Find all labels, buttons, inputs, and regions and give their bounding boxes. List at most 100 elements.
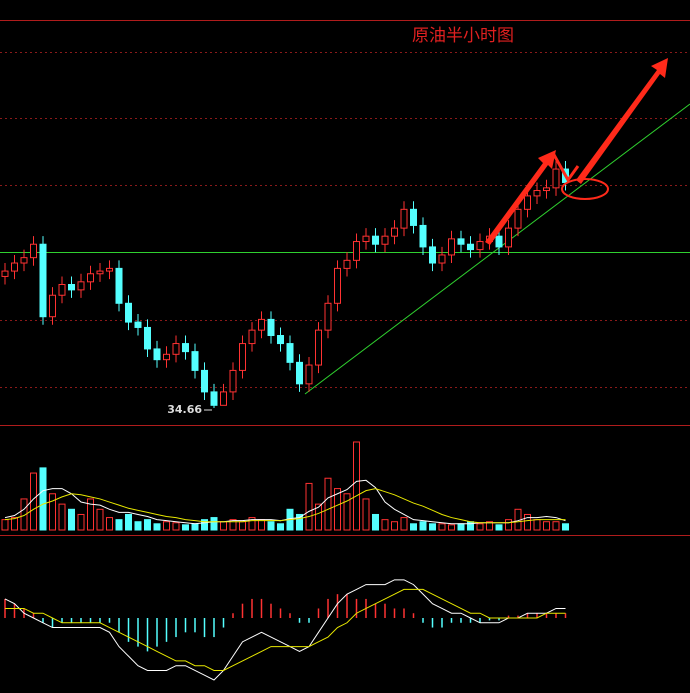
volume-bar <box>543 521 550 531</box>
candle-body <box>153 348 161 361</box>
highlight-ellipse <box>561 178 609 200</box>
candle-body <box>476 241 484 251</box>
volume-bar <box>419 521 427 531</box>
volume-bar <box>125 513 132 531</box>
candle-body <box>239 343 246 371</box>
volume-bar <box>296 513 303 531</box>
candle-body <box>258 318 265 331</box>
candle-body <box>286 343 294 363</box>
volume-bar <box>495 524 503 531</box>
candle-body <box>191 351 199 371</box>
candle-body <box>467 243 474 251</box>
candle-body <box>457 238 465 245</box>
candle-body <box>229 369 237 393</box>
candle-body <box>58 284 66 296</box>
candle-body <box>106 267 113 272</box>
candle-body <box>324 302 332 331</box>
volume-bar <box>163 521 170 531</box>
candle-body <box>210 391 218 406</box>
candle-body <box>381 235 389 245</box>
low-label: 34.66 <box>167 403 202 416</box>
volume-bar <box>1 519 9 531</box>
candle-body <box>296 361 303 385</box>
candle-body <box>182 343 189 353</box>
volume-bar <box>353 441 360 531</box>
volume-bar <box>448 524 455 531</box>
volume-bar <box>505 519 512 531</box>
candle-body <box>495 235 503 248</box>
candle-body <box>334 267 341 304</box>
volume-bar <box>400 517 408 531</box>
volume-bar <box>533 519 541 531</box>
plot-area: 34.66 <box>1 161 569 681</box>
arrow <box>551 152 580 183</box>
candle-body <box>315 329 322 366</box>
candle-body <box>134 321 142 328</box>
volume-lines <box>4 488 566 524</box>
volume-bar <box>248 517 256 531</box>
volume-bar <box>115 519 123 531</box>
candle-body <box>248 329 256 345</box>
candle-body <box>77 281 85 291</box>
candle-body <box>391 227 398 237</box>
volume-bar <box>239 521 246 531</box>
volume-bar <box>49 493 56 531</box>
candle-body <box>39 243 47 318</box>
volume-bar <box>305 482 313 531</box>
volume-bar <box>96 508 104 531</box>
candle-body <box>20 257 28 264</box>
volume-bar <box>324 477 332 531</box>
volume-bar <box>68 508 75 531</box>
macd-lines <box>5 588 566 671</box>
candle-body <box>49 294 56 318</box>
volume-bar <box>524 513 531 531</box>
volume-bar <box>343 493 351 531</box>
volume-bar <box>315 503 322 531</box>
volume-bar <box>39 467 47 531</box>
volume-bar <box>191 523 199 531</box>
candle-body <box>30 243 37 259</box>
volume-bar <box>87 498 94 531</box>
volume-bar <box>201 519 208 531</box>
candle-body <box>362 235 370 243</box>
volume-bar <box>58 503 66 531</box>
volume-bar <box>134 521 142 531</box>
candle-body <box>543 187 550 192</box>
candle-body <box>438 254 446 264</box>
candle-body <box>429 246 436 264</box>
volume-bar <box>182 524 189 531</box>
annotations <box>485 58 668 245</box>
candle-body <box>305 364 313 385</box>
volume-bar <box>429 523 436 531</box>
candle-body <box>524 195 531 210</box>
candle-body <box>343 259 351 269</box>
candle-body <box>201 369 208 393</box>
candle-body <box>96 270 104 275</box>
arrow <box>485 150 556 245</box>
candle-body <box>448 238 455 256</box>
candle-body <box>115 267 123 304</box>
volume-bar <box>486 521 493 531</box>
candle-body <box>514 208 522 229</box>
volume-bar <box>220 521 227 531</box>
volume-bar <box>562 523 569 531</box>
volume-bar <box>144 519 151 531</box>
frame <box>0 20 690 536</box>
volume-bar <box>153 523 161 531</box>
candle-body <box>552 168 560 189</box>
volume-bar <box>410 523 417 531</box>
candle-body <box>11 262 18 272</box>
candle-body <box>1 270 9 277</box>
volume-bar <box>229 519 237 531</box>
volume-bar <box>457 523 465 531</box>
candle-body <box>410 208 417 226</box>
volume-bar <box>372 513 379 531</box>
candle-body <box>533 190 541 197</box>
candle-body <box>68 284 75 291</box>
macd-lines <box>4 579 566 681</box>
candle-body <box>372 235 379 245</box>
volume-bar <box>277 523 284 531</box>
volume-bar <box>210 517 218 531</box>
candle-body <box>144 326 151 350</box>
